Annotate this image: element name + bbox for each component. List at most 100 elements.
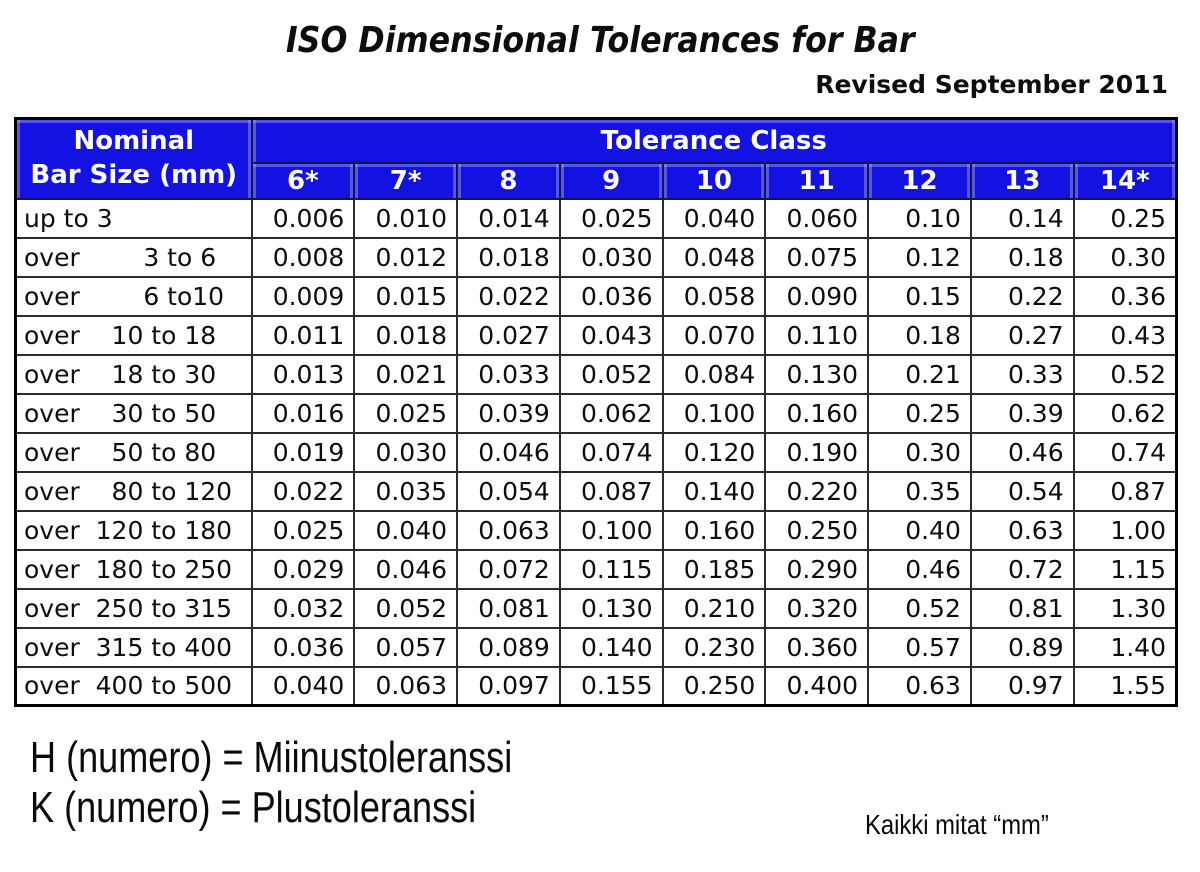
tolerance-value-cell: 0.040: [353, 509, 459, 551]
tolerance-value-cell: 0.090: [764, 275, 870, 317]
tolerance-value-cell: 0.048: [661, 236, 767, 278]
page-title: ISO Dimensional Tolerances for Bar: [0, 20, 1200, 61]
tolerance-value-cell: 0.220: [764, 470, 870, 512]
tolerance-value-cell: 0.52: [1072, 353, 1178, 395]
tolerance-value-cell: 0.025: [353, 392, 459, 434]
tolerance-value-cell: 0.097: [456, 665, 561, 707]
tolerance-value-cell: 0.155: [558, 665, 664, 707]
tolerance-value-cell: 0.30: [867, 431, 972, 473]
tolerance-value-cell: 0.110: [764, 314, 870, 356]
tolerance-value-cell: 0.27: [969, 314, 1075, 356]
tolerance-value-cell: 0.039: [456, 392, 561, 434]
table-row: over 250 to 315 0.032 0.052 0.081 0.130 0.210…: [14, 587, 1178, 629]
tolerance-value-cell: 0.130: [558, 587, 664, 629]
class-header-11: 11: [764, 161, 870, 200]
tolerance-value-cell: 0.140: [661, 470, 767, 512]
class-header-13: 13: [969, 161, 1075, 200]
tolerance-value-cell: 0.210: [661, 587, 767, 629]
tolerance-value-cell: 0.62: [1072, 392, 1178, 434]
tolerance-value-cell: 0.081: [456, 587, 561, 629]
bar-size-cell: over 180 to 250: [14, 548, 253, 590]
tolerance-value-cell: 0.008: [250, 236, 356, 278]
tolerance-value-cell: 0.97: [969, 665, 1075, 707]
tolerance-value-cell: 0.030: [353, 431, 459, 473]
tolerance-value-cell: 0.25: [867, 392, 972, 434]
bar-size-cell: over 6 to10: [14, 275, 253, 317]
bar-size-cell: over 50 to 80: [14, 431, 253, 473]
tolerance-value-cell: 0.36: [1072, 275, 1178, 317]
tolerance-value-cell: 0.036: [558, 275, 664, 317]
tolerance-value-cell: 0.043: [558, 314, 664, 356]
table-row: over 50 to 80 0.019 0.030 0.046 0.074 0.120 0.…: [14, 431, 1178, 473]
table-row: over 80 to 120 0.022 0.035 0.054 0.087 0.140 0…: [14, 470, 1178, 512]
tolerance-value-cell: 0.18: [969, 236, 1075, 278]
tolerance-value-cell: 0.010: [353, 197, 459, 239]
tolerance-value-cell: 0.046: [353, 548, 459, 590]
class-header-9: 9: [558, 161, 664, 200]
tolerance-value-cell: 0.062: [558, 392, 664, 434]
tolerance-value-cell: 0.040: [661, 197, 767, 239]
tolerance-value-cell: 0.10: [867, 197, 972, 239]
tolerance-value-cell: 0.025: [250, 509, 356, 551]
tolerance-value-cell: 0.18: [867, 314, 972, 356]
tolerance-value-cell: 0.290: [764, 548, 870, 590]
tolerance-value-cell: 0.087: [558, 470, 664, 512]
footer: H (numero) = Miinustoleranssi K (numero)…: [0, 733, 1200, 853]
tolerance-value-cell: 0.015: [353, 275, 459, 317]
bar-size-cell: over 18 to 30: [14, 353, 253, 395]
tolerance-value-cell: 0.120: [661, 431, 767, 473]
tolerance-value-cell: 0.12: [867, 236, 972, 278]
tolerance-value-cell: 0.035: [353, 470, 459, 512]
corner-header-nominal-bar-size: Nominal Bar Size (mm): [14, 117, 253, 200]
table-row: over 10 to 18 0.011 0.018 0.027 0.043 0.070 0.…: [14, 314, 1178, 356]
tolerance-value-cell: 0.185: [661, 548, 767, 590]
table-body: up to 3 0.006 0.010 0.014 0.025 0.040 0.060 0.1…: [14, 197, 1178, 707]
tolerance-value-cell: 0.30: [1072, 236, 1178, 278]
tolerance-value-cell: 0.63: [969, 509, 1075, 551]
class-header-8: 8: [456, 161, 561, 200]
tolerance-value-cell: 0.87: [1072, 470, 1178, 512]
tolerance-value-cell: 0.009: [250, 275, 356, 317]
class-header-14: 14*: [1072, 161, 1178, 200]
group-header-row: Nominal Bar Size (mm) Tolerance Class: [14, 117, 1178, 200]
tolerance-value-cell: 0.52: [867, 587, 972, 629]
tolerance-value-cell: 0.46: [969, 431, 1075, 473]
tolerance-value-cell: 0.058: [661, 275, 767, 317]
tolerance-value-cell: 0.040: [250, 665, 356, 707]
tolerance-value-cell: 0.40: [867, 509, 972, 551]
revised-date: Revised September 2011: [815, 70, 1168, 99]
tolerance-value-cell: 0.057: [353, 626, 459, 668]
tolerance-value-cell: 0.230: [661, 626, 767, 668]
tolerance-value-cell: 0.160: [764, 392, 870, 434]
table-row: over 400 to 500 0.040 0.063 0.097 0.155 0.250…: [14, 665, 1178, 707]
bar-size-cell: over 80 to 120: [14, 470, 253, 512]
tolerance-value-cell: 0.400: [764, 665, 870, 707]
tolerance-value-cell: 0.130: [764, 353, 870, 395]
tolerance-value-cell: 1.15: [1072, 548, 1178, 590]
tolerance-value-cell: 0.014: [456, 197, 561, 239]
tolerance-value-cell: 0.140: [558, 626, 664, 668]
tolerance-value-cell: 0.052: [558, 353, 664, 395]
tolerance-value-cell: 0.54: [969, 470, 1075, 512]
tolerance-value-cell: 0.027: [456, 314, 561, 356]
bar-size-cell: over 250 to 315: [14, 587, 253, 629]
tolerance-value-cell: 0.036: [250, 626, 356, 668]
tolerance-value-cell: 0.089: [456, 626, 561, 668]
tolerance-value-cell: 0.033: [456, 353, 561, 395]
bar-size-cell: over 3 to 6: [14, 236, 253, 278]
table-row: over 3 to 6 0.008 0.012 0.018 0.030 0.048 0.07…: [14, 236, 1178, 278]
tolerance-value-cell: 1.30: [1072, 587, 1178, 629]
table-row: over 180 to 250 0.029 0.046 0.072 0.115 0.185…: [14, 548, 1178, 590]
table-row: over 30 to 50 0.016 0.025 0.039 0.062 0.100 0.…: [14, 392, 1178, 434]
tolerance-value-cell: 0.320: [764, 587, 870, 629]
footer-note-k: K (numero) = Plustoleranssi: [30, 783, 477, 832]
tolerance-value-cell: 0.360: [764, 626, 870, 668]
tolerance-value-cell: 0.074: [558, 431, 664, 473]
tolerance-value-cell: 0.063: [353, 665, 459, 707]
tolerance-value-cell: 0.018: [456, 236, 561, 278]
corner-line-1: Nominal: [73, 126, 195, 157]
bar-size-cell: over 315 to 400: [14, 626, 253, 668]
tolerance-value-cell: 0.018: [353, 314, 459, 356]
table-row: over 315 to 400 0.036 0.057 0.089 0.140 0.230…: [14, 626, 1178, 668]
tolerance-value-cell: 1.55: [1072, 665, 1178, 707]
